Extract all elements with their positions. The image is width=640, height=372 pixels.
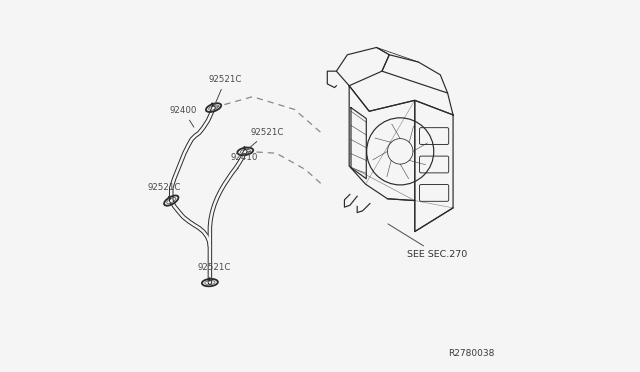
Text: SEE SEC.270: SEE SEC.270 <box>388 224 468 259</box>
Text: 92521C: 92521C <box>209 75 242 105</box>
Text: 92400: 92400 <box>170 106 197 127</box>
Text: 92521C: 92521C <box>248 128 284 150</box>
Text: 92521C: 92521C <box>148 183 181 198</box>
Text: R2780038: R2780038 <box>448 349 494 358</box>
Text: 92521C: 92521C <box>198 263 231 280</box>
Text: 92410: 92410 <box>230 154 258 169</box>
